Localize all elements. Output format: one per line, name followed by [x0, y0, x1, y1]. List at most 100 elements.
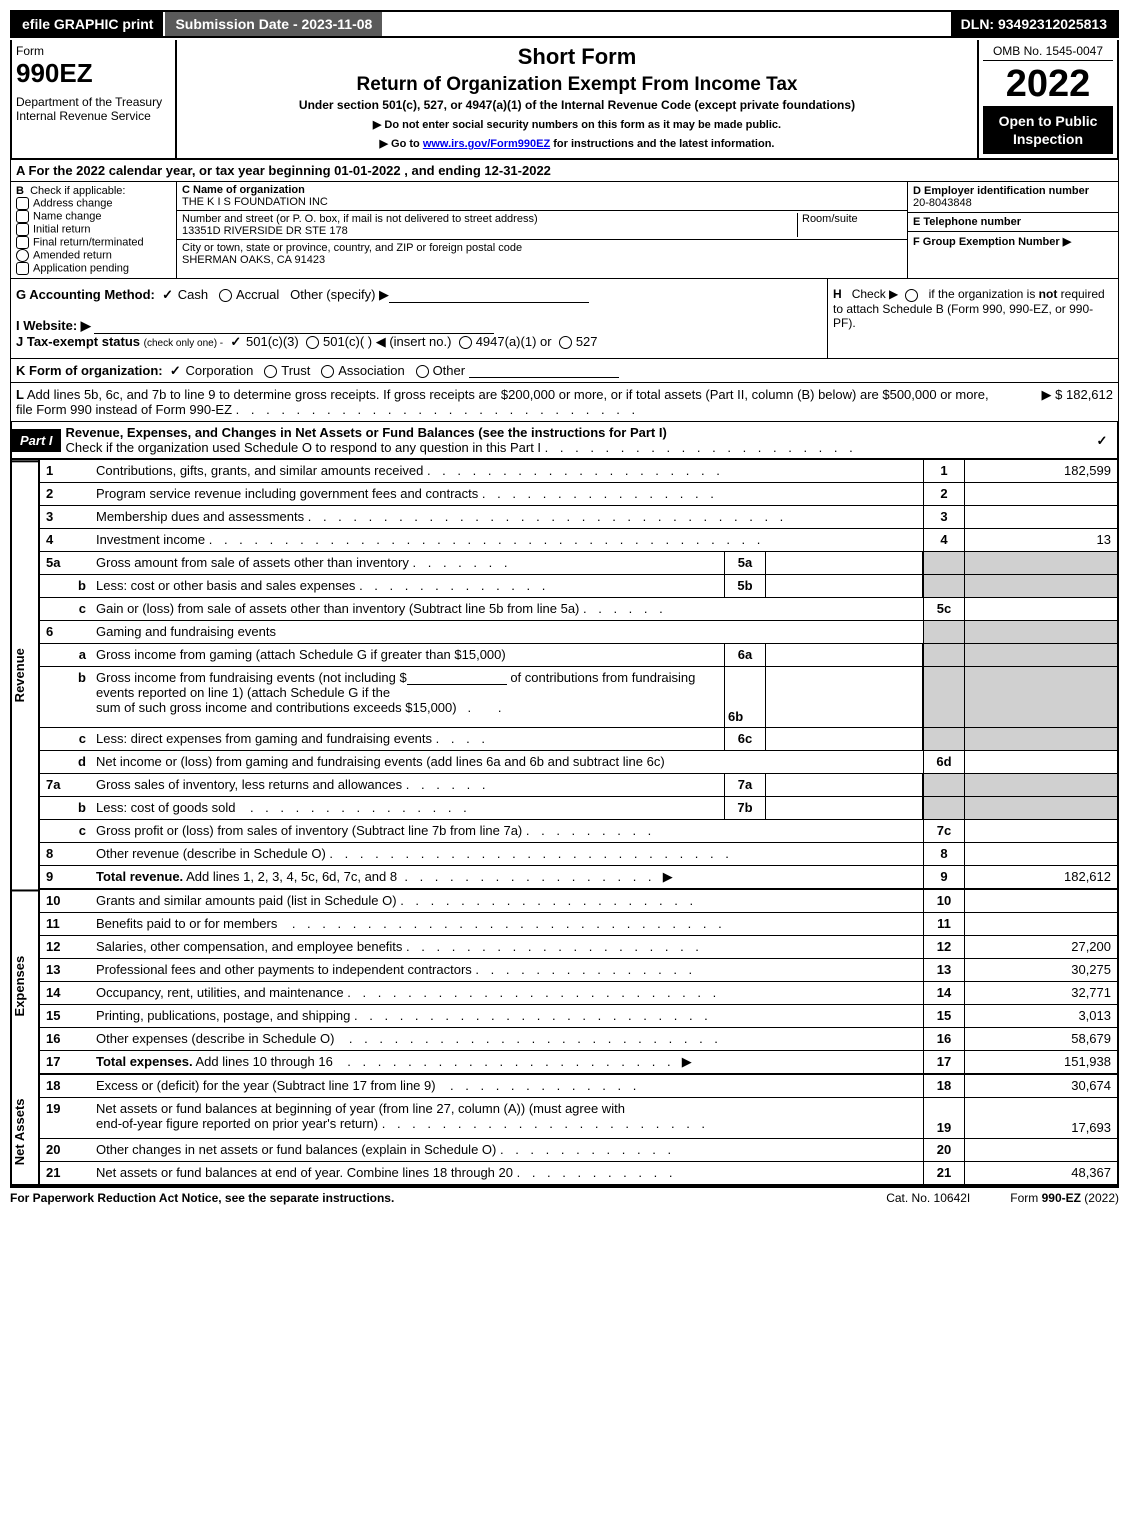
fundraising-amount-input[interactable]: [407, 670, 507, 685]
accounting-method-label: G Accounting Method:: [16, 287, 155, 302]
line-6d: d Net income or (loss) from gaming and f…: [40, 751, 1117, 774]
line-8: 8 Other revenue (describe in Schedule O)…: [40, 843, 1117, 866]
website-input[interactable]: [94, 319, 494, 334]
form-number: 990EZ: [16, 58, 171, 89]
efile-label: efile GRAPHIC print: [12, 12, 165, 36]
part1-title-text: Revenue, Expenses, and Changes in Net As…: [66, 425, 667, 440]
line-16-amount: 58,679: [964, 1028, 1117, 1050]
line-5b: b Less: cost or other basis and sales ex…: [40, 575, 1117, 598]
line-6b-rnum: [923, 667, 964, 727]
line-5b-amount: [964, 575, 1117, 597]
sections-def: D Employer identification number 20-8043…: [907, 182, 1118, 278]
line-1-amount: 182,599: [964, 460, 1117, 482]
line-6d-amount: [964, 751, 1117, 773]
line-6-num: 6: [40, 621, 92, 643]
line-6-rnum: [923, 621, 964, 643]
section-h-label: H: [833, 287, 842, 301]
lines-container: Revenue Expenses Net Assets 1 Contributi…: [10, 460, 1119, 1186]
checkbox-final-return[interactable]: [16, 236, 29, 249]
line-15-rnum: 15: [923, 1005, 964, 1027]
checkbox-name-change[interactable]: [16, 210, 29, 223]
line-8-rnum: 8: [923, 843, 964, 865]
checkbox-4947[interactable]: [459, 336, 472, 349]
checkbox-527[interactable]: [559, 336, 572, 349]
goto-link[interactable]: www.irs.gov/Form990EZ: [423, 138, 550, 150]
line-6a-rnum: [923, 644, 964, 666]
part1-header-row: Part I Revenue, Expenses, and Changes in…: [10, 422, 1119, 460]
checkbox-other-org[interactable]: [416, 365, 429, 378]
line-6b: b Gross income from fundraising events (…: [40, 667, 1117, 728]
line-5b-sub: 5b: [724, 575, 766, 597]
line-5a-amount: [964, 552, 1117, 574]
line-15-desc: Printing, publications, postage, and shi…: [92, 1005, 923, 1027]
line-6b-amount: [964, 667, 1117, 727]
opt-association: Association: [338, 363, 404, 378]
line-9: 9 Total revenue. Add lines 1, 2, 3, 4, 5…: [40, 866, 1117, 890]
line-18: 18 Excess or (deficit) for the year (Sub…: [40, 1075, 1117, 1098]
line-4-rnum: 4: [923, 529, 964, 551]
line-5a-sub: 5a: [724, 552, 766, 574]
checkbox-501c[interactable]: [306, 336, 319, 349]
part1-badge: Part I: [12, 429, 61, 452]
line-16-rnum: 16: [923, 1028, 964, 1050]
opt-4947: 4947(a)(1) or: [476, 334, 552, 349]
checkbox-application-pending[interactable]: [16, 262, 29, 275]
line-6b-val: [766, 667, 923, 727]
checkbox-address-change[interactable]: [16, 197, 29, 210]
line-17-amount: 151,938: [964, 1051, 1117, 1073]
line-7a-val: [766, 774, 923, 796]
line-6b-desc: Gross income from fundraising events (no…: [92, 667, 724, 727]
line-6d-rnum: 6d: [923, 751, 964, 773]
line-5a-rnum: [923, 552, 964, 574]
line-9-desc: Total revenue. Add lines 1, 2, 3, 4, 5c,…: [92, 866, 923, 888]
line-21-amount: 48,367: [964, 1162, 1117, 1184]
opt-address-change: Address change: [33, 198, 113, 210]
section-a: A For the 2022 calendar year, or tax yea…: [10, 160, 1119, 182]
line-7b-num: b: [40, 797, 92, 819]
other-org-input[interactable]: [469, 363, 619, 378]
side-expenses: Expenses: [12, 889, 38, 1080]
line-9-num: 9: [40, 866, 92, 888]
opt-527: 527: [576, 334, 598, 349]
checkbox-accrual[interactable]: [219, 289, 232, 302]
check-if-label: Check if applicable:: [30, 185, 125, 197]
line-7c-num: c: [40, 820, 92, 842]
check-501c3-icon: [230, 334, 242, 346]
checkbox-schedule-b[interactable]: [905, 289, 918, 302]
line-10-rnum: 10: [923, 890, 964, 912]
checkbox-trust[interactable]: [264, 365, 277, 378]
line-5b-num: b: [40, 575, 92, 597]
other-specify-input[interactable]: [389, 288, 589, 303]
section-l: L Add lines 5b, 6c, and 7b to line 9 to …: [10, 383, 1119, 422]
checkbox-amended-return[interactable]: [16, 249, 29, 262]
section-b: B Check if applicable: Address change Na…: [11, 182, 177, 278]
ein-label: D Employer identification number: [913, 185, 1089, 197]
line-13: 13 Professional fees and other payments …: [40, 959, 1117, 982]
line-6b-num: b: [40, 667, 92, 727]
line-11: 11 Benefits paid to or for members . . .…: [40, 913, 1117, 936]
part1-checkbox[interactable]: [1087, 433, 1117, 448]
page-footer: For Paperwork Reduction Act Notice, see …: [10, 1186, 1119, 1205]
line-1-rnum: 1: [923, 460, 964, 482]
checkbox-initial-return[interactable]: [16, 223, 29, 236]
line-8-desc: Other revenue (describe in Schedule O) .…: [92, 843, 923, 865]
line-7b-rnum: [923, 797, 964, 819]
line-6: 6 Gaming and fundraising events: [40, 621, 1117, 644]
opt-other: Other: [433, 363, 466, 378]
line-16: 16 Other expenses (describe in Schedule …: [40, 1028, 1117, 1051]
line-2: 2 Program service revenue including gove…: [40, 483, 1117, 506]
line-4-desc: Investment income . . . . . . . . . . . …: [92, 529, 923, 551]
line-19-amount: 17,693: [964, 1098, 1117, 1138]
line-5c-amount: [964, 598, 1117, 620]
line-5b-rnum: [923, 575, 964, 597]
line-20-desc: Other changes in net assets or fund bala…: [92, 1139, 923, 1161]
checkbox-association[interactable]: [321, 365, 334, 378]
line-15: 15 Printing, publications, postage, and …: [40, 1005, 1117, 1028]
header-center: Short Form Return of Organization Exempt…: [177, 40, 977, 158]
line-17-rnum: 17: [923, 1051, 964, 1073]
line-20-amount: [964, 1139, 1117, 1161]
part1-check-text: Check if the organization used Schedule …: [66, 440, 542, 455]
line-16-num: 16: [40, 1028, 92, 1050]
line-10: 10 Grants and similar amounts paid (list…: [40, 890, 1117, 913]
line-6-amount: [964, 621, 1117, 643]
